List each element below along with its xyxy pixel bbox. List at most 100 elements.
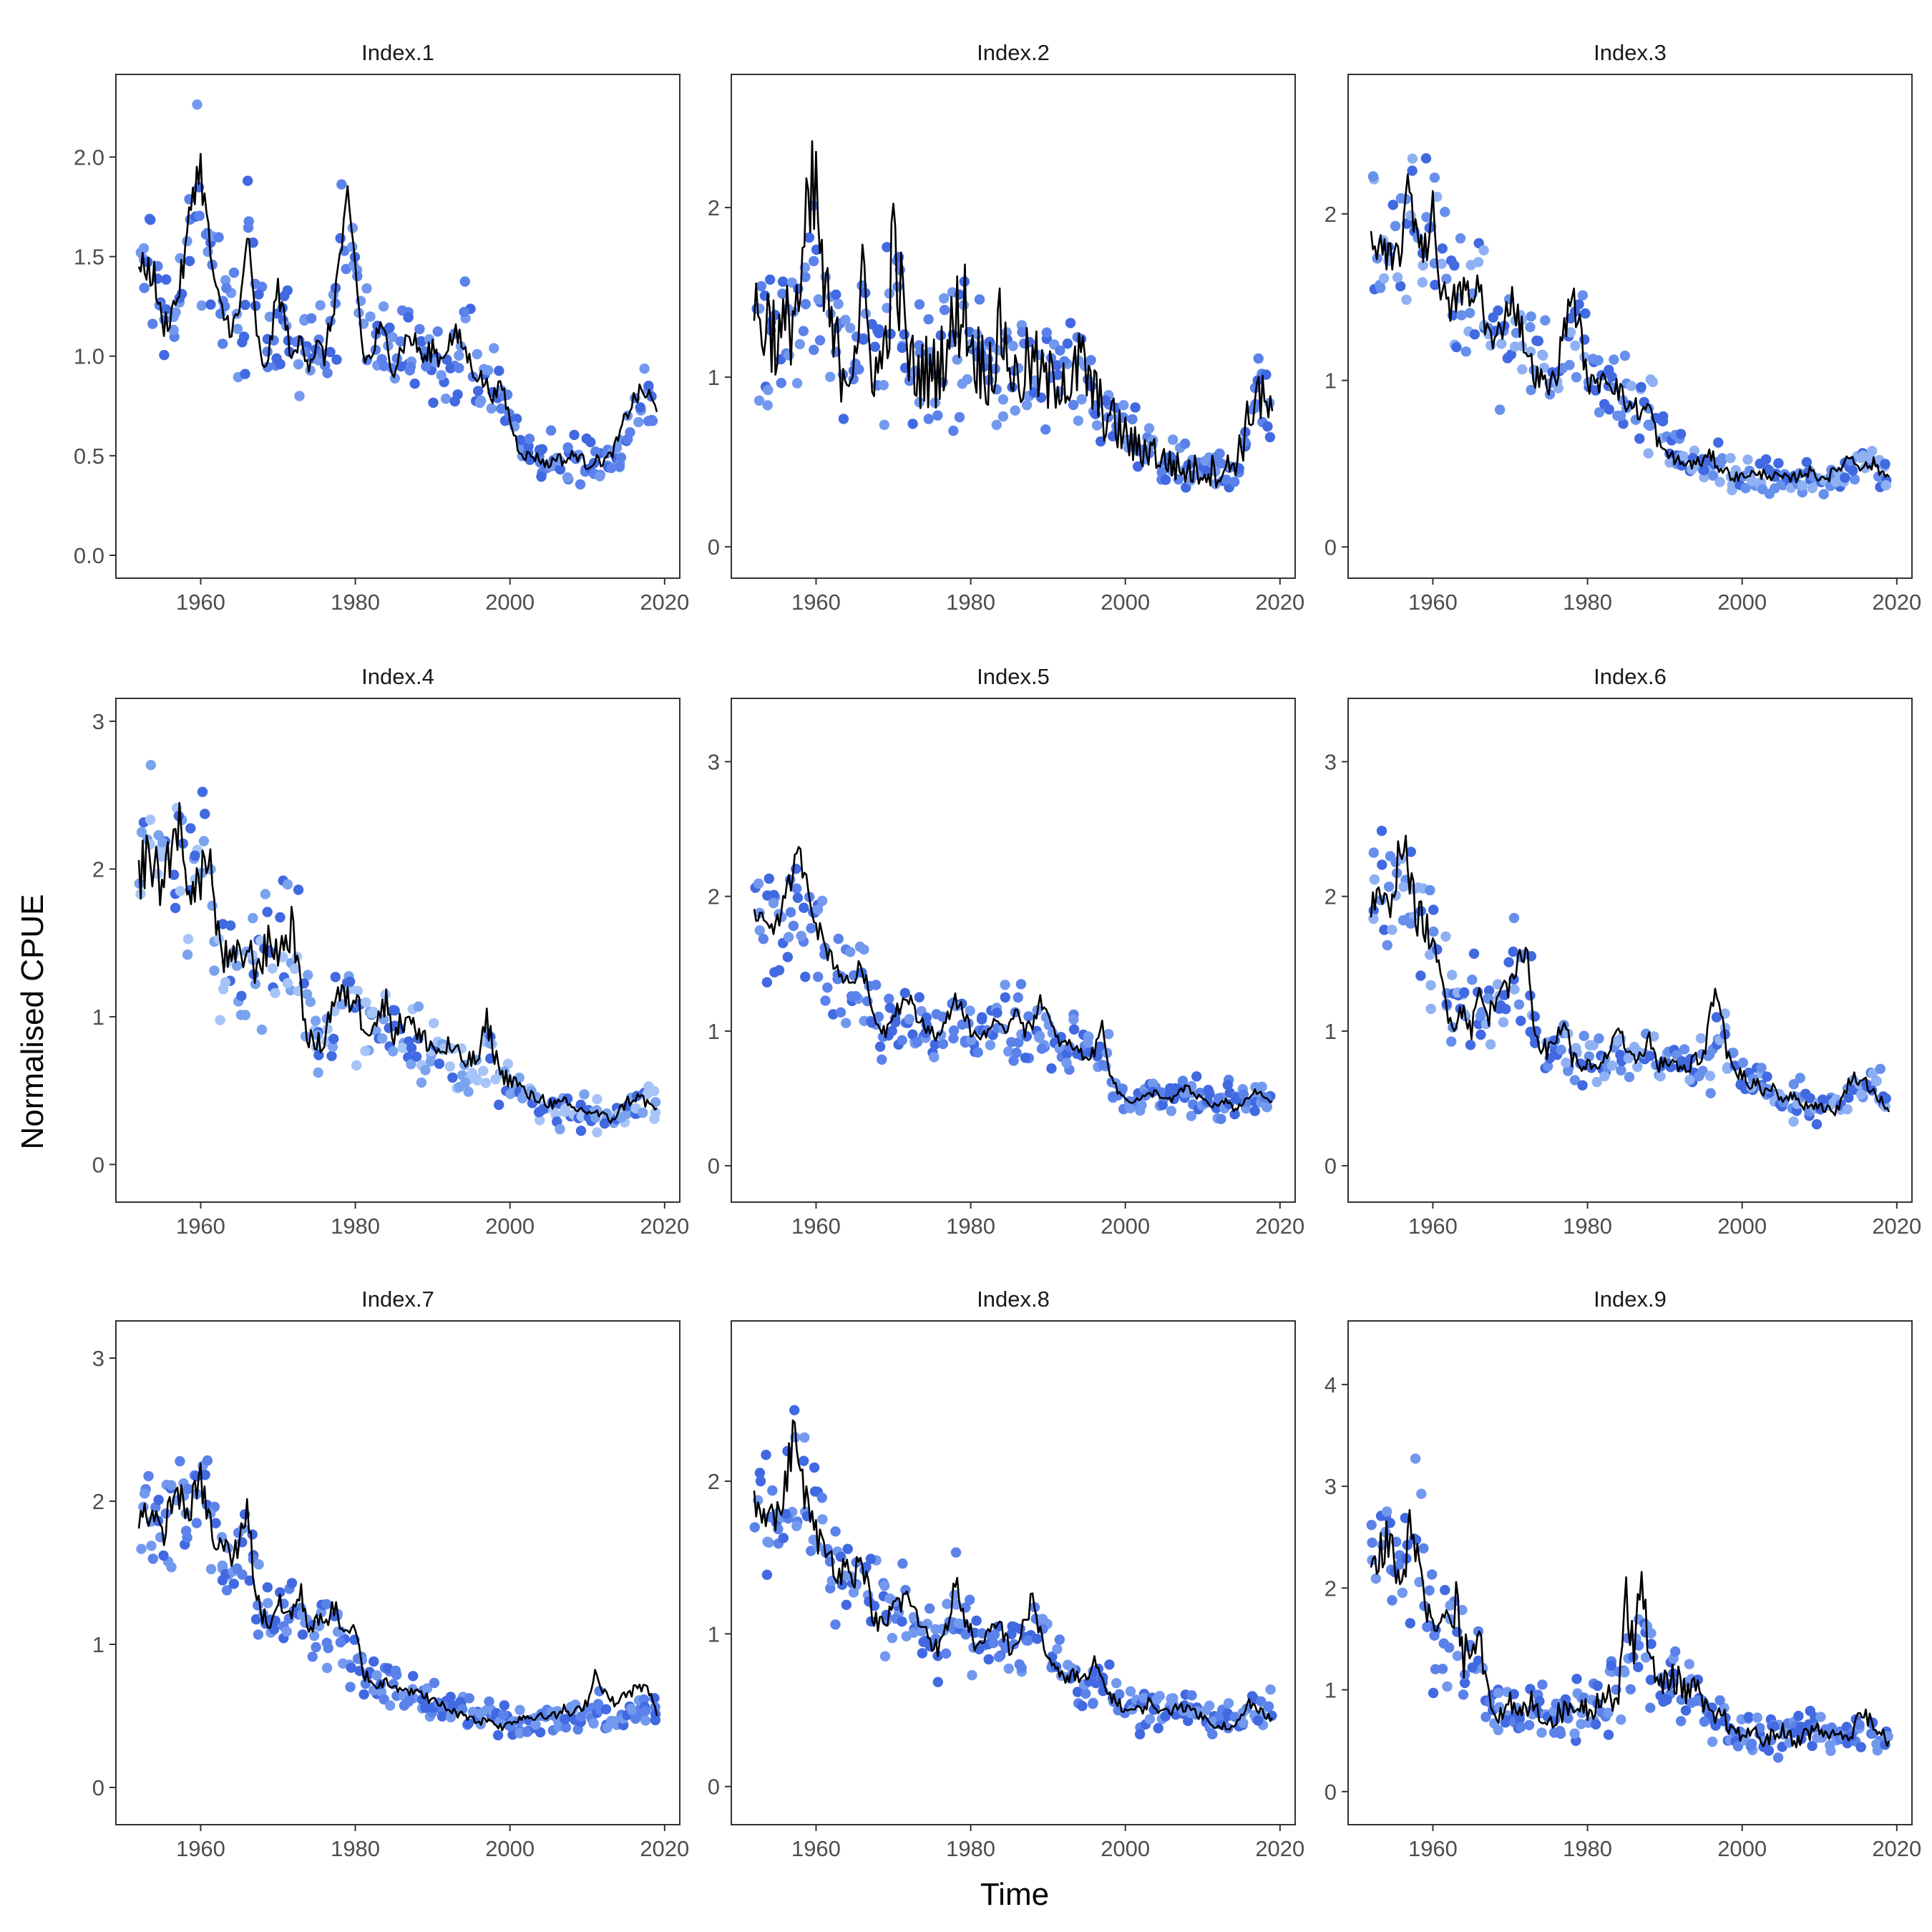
data-point [1455, 233, 1466, 244]
data-point [874, 1041, 886, 1052]
data-point [1599, 1070, 1610, 1082]
data-point [985, 1040, 996, 1050]
data-point [305, 997, 316, 1008]
data-point [262, 346, 273, 357]
data-point [1432, 944, 1443, 955]
data-point [1529, 1011, 1541, 1022]
data-point [445, 1692, 456, 1702]
x-tick-label: 2000 [1101, 1214, 1150, 1239]
data-point [749, 1522, 761, 1533]
data-point [248, 237, 258, 248]
x-axis-title: Time [980, 1877, 1049, 1912]
data-point [1080, 1688, 1091, 1699]
data-point [1494, 1702, 1505, 1712]
y-tick-label: 0 [1324, 1153, 1337, 1179]
data-point [1017, 326, 1028, 338]
data-point [1127, 414, 1138, 425]
data-point [1772, 1752, 1784, 1763]
fitted-line [137, 801, 658, 1124]
data-point [1570, 340, 1581, 351]
x-tick-label: 1960 [1408, 1836, 1458, 1861]
data-point [294, 391, 305, 401]
data-point [1815, 1712, 1826, 1722]
data-point [256, 1024, 268, 1035]
data-point [1516, 341, 1528, 351]
data-point [1485, 1039, 1496, 1050]
data-point [1138, 1692, 1149, 1704]
data-point [1811, 1119, 1823, 1130]
data-point [1793, 1710, 1804, 1722]
data-point [595, 471, 605, 482]
x-tick-label: 2020 [1872, 1836, 1921, 1861]
data-point [444, 1061, 456, 1072]
data-point [490, 1074, 501, 1085]
data-point [1132, 461, 1143, 472]
data-point [404, 1694, 415, 1705]
x-tick-label: 1960 [791, 1214, 841, 1239]
data-point [917, 1648, 928, 1659]
data-point [445, 1712, 457, 1723]
x-tick-label: 1960 [176, 1214, 225, 1239]
data-point [289, 963, 301, 975]
data-point [1114, 1689, 1125, 1699]
data-point [782, 952, 794, 962]
data-point [1606, 371, 1617, 382]
data-point [1577, 290, 1589, 301]
data-point [1007, 1621, 1018, 1632]
data-point [555, 1123, 565, 1135]
data-point [311, 1641, 321, 1653]
data-point [1440, 931, 1451, 942]
data-point [813, 294, 824, 305]
panel-border [731, 698, 1296, 1203]
data-point [494, 366, 504, 376]
panel-border [115, 698, 680, 1203]
y-tick-label: 3 [92, 1346, 104, 1371]
data-point [1207, 1729, 1218, 1740]
data-point [1221, 474, 1232, 485]
data-point [262, 1582, 273, 1593]
data-point [1580, 308, 1591, 319]
x-tick-label: 2020 [1872, 1214, 1921, 1239]
data-point [812, 904, 824, 915]
data-point [991, 419, 1002, 430]
data-point [136, 1543, 147, 1554]
data-point [1437, 1664, 1448, 1674]
data-point [1420, 153, 1432, 164]
data-point [328, 1033, 339, 1045]
plot-area [1366, 1453, 1893, 1763]
data-point [1430, 1664, 1441, 1674]
data-point [1855, 1742, 1866, 1752]
data-point [387, 332, 398, 343]
data-point [182, 235, 192, 247]
data-point [1068, 399, 1079, 411]
fitted-line [137, 152, 658, 470]
data-point [560, 1722, 572, 1733]
data-point [972, 1047, 983, 1058]
data-point [1392, 272, 1403, 283]
data-point [1684, 1075, 1695, 1085]
data-point [335, 1637, 346, 1648]
data-point [1714, 477, 1725, 487]
data-point [948, 1025, 960, 1036]
data-point [1008, 1639, 1020, 1650]
data-point [182, 1483, 194, 1495]
data-point [1223, 1698, 1234, 1709]
data-point [796, 930, 806, 942]
fitted-line [137, 1462, 658, 1732]
data-point [1405, 1618, 1416, 1629]
data-point [884, 288, 895, 299]
panel-2: Index.2 0 1 2 1960 1980 2000 2020 [708, 40, 1305, 615]
fitted-line [1370, 173, 1890, 484]
panel-5: Index.5 0 1 2 3 1960 1980 2000 2020 [708, 664, 1305, 1239]
data-point [788, 920, 799, 932]
data-point [590, 446, 601, 457]
data-point [923, 414, 935, 424]
data-point [1015, 979, 1027, 990]
y-tick-label: 1.5 [74, 245, 104, 270]
data-point [1842, 1104, 1853, 1115]
data-point [948, 1033, 959, 1044]
data-point [1130, 402, 1141, 413]
y-tick-label: 2 [708, 884, 720, 909]
data-point [1040, 424, 1051, 435]
data-point [939, 305, 950, 316]
